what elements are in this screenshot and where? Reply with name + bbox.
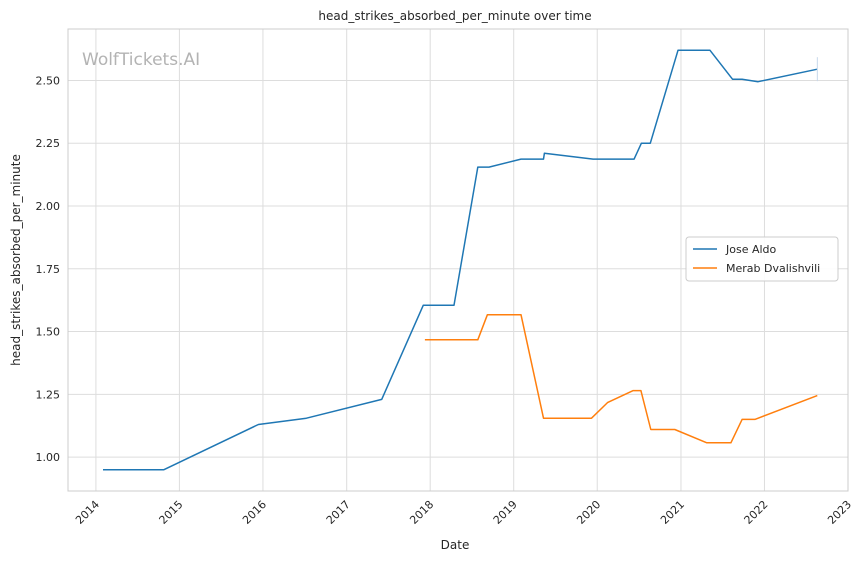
y-axis-label: head_strikes_absorbed_per_minute bbox=[9, 154, 23, 366]
series-line-0 bbox=[103, 49, 818, 471]
y-tick-label: 1.25 bbox=[36, 388, 61, 401]
watermark-text: WolfTickets.AI bbox=[82, 50, 200, 70]
y-tick-label: 1.00 bbox=[36, 451, 61, 464]
legend-label-1: Merab Dvalishvili bbox=[726, 262, 820, 275]
series-layer bbox=[103, 49, 818, 471]
y-tick-label: 2.00 bbox=[36, 200, 61, 213]
legend: Jose Aldo Merab Dvalishvili bbox=[685, 236, 839, 282]
y-tick-label: 1.50 bbox=[36, 326, 61, 339]
chart-title: head_strikes_absorbed_per_minute over ti… bbox=[318, 9, 591, 23]
plot-frame bbox=[67, 28, 849, 492]
y-tick-label: 2.50 bbox=[36, 74, 61, 87]
series-line-1 bbox=[424, 313, 818, 444]
x-axis-label: Date bbox=[441, 538, 470, 552]
legend-box bbox=[685, 236, 839, 282]
y-tick-label: 1.75 bbox=[36, 263, 61, 276]
y-axis-ticks: 1.00 1.25 1.50 1.75 2.00 2.25 2.50 bbox=[36, 74, 61, 464]
legend-label-0: Jose Aldo bbox=[725, 243, 777, 256]
y-tick-label: 2.25 bbox=[36, 137, 61, 150]
